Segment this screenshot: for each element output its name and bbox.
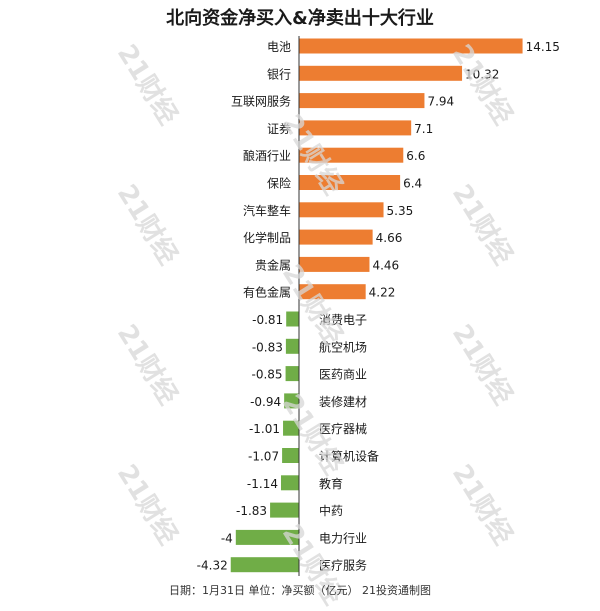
- category-label-12: 航空机场: [319, 339, 367, 354]
- bar-18: [270, 502, 299, 518]
- chart-title: 北向资金净买入&净卖出十大行业: [166, 8, 434, 29]
- bar-2: [299, 65, 463, 81]
- category-label-19: 电力行业: [319, 531, 367, 545]
- category-label-9: 贵金属: [255, 257, 291, 272]
- value-label-11: -0.81: [252, 313, 283, 327]
- bar-20: [230, 557, 299, 573]
- bar-6: [299, 175, 401, 190]
- value-label-7: 5.35: [387, 204, 414, 218]
- category-label-7: 汽车整车: [243, 203, 291, 218]
- value-label-6: 6.4: [403, 177, 422, 191]
- bar-3: [299, 93, 425, 109]
- value-label-17: -1.14: [247, 477, 278, 491]
- value-label-18: -1.83: [236, 504, 267, 518]
- value-label-4: 7.1: [414, 122, 433, 136]
- value-label-13: -0.85: [252, 368, 283, 382]
- category-label-14: 装修建材: [319, 394, 367, 409]
- value-label-1: 14.15: [526, 40, 560, 54]
- bar-4: [299, 120, 412, 136]
- bar-17: [280, 475, 299, 491]
- category-label-4: 证券: [267, 121, 291, 136]
- category-label-16: 计算机设备: [319, 449, 379, 464]
- category-label-1: 电池: [267, 40, 291, 54]
- category-label-15: 医疗器械: [319, 421, 367, 436]
- value-label-10: 4.22: [369, 286, 396, 300]
- category-label-2: 银行: [267, 67, 291, 81]
- bar-9: [299, 256, 370, 272]
- chart-footer: 日期：1月31日 单位：净买额（亿元） 21投资通制图: [169, 584, 431, 597]
- value-label-19: -4: [221, 531, 233, 545]
- bar-8: [299, 229, 373, 245]
- value-label-9: 4.46: [372, 258, 399, 272]
- bar-13: [285, 366, 299, 382]
- bar-10: [299, 284, 366, 300]
- category-label-11: 消费电子: [319, 313, 367, 327]
- category-label-20: 医疗服务: [319, 558, 367, 573]
- value-label-14: -0.94: [250, 395, 281, 409]
- bar-1: [299, 38, 523, 54]
- bar-16: [282, 448, 299, 463]
- category-label-18: 中药: [319, 503, 343, 518]
- value-label-15: -1.01: [249, 422, 280, 436]
- value-label-8: 4.66: [376, 231, 403, 245]
- category-label-17: 教育: [319, 476, 343, 491]
- category-label-5: 酿酒行业: [243, 148, 291, 163]
- bar-12: [285, 338, 299, 354]
- value-label-16: -1.07: [248, 450, 279, 464]
- value-label-20: -4.32: [197, 559, 228, 573]
- value-label-12: -0.83: [252, 340, 283, 354]
- category-label-10: 有色金属: [243, 285, 291, 300]
- value-label-5: 6.6: [406, 149, 425, 163]
- bar-15: [283, 420, 299, 436]
- bar-11: [286, 311, 299, 327]
- category-label-13: 医药商业: [319, 367, 367, 382]
- value-label-2: 10.32: [465, 67, 499, 81]
- category-label-6: 保险: [267, 176, 291, 191]
- category-label-8: 化学制品: [243, 230, 291, 245]
- bar-7: [299, 202, 384, 218]
- value-label-3: 7.94: [427, 95, 454, 109]
- bar-5: [299, 147, 404, 163]
- bar-14: [284, 393, 299, 409]
- category-label-3: 互联网服务: [231, 94, 291, 109]
- bar-19: [235, 529, 299, 545]
